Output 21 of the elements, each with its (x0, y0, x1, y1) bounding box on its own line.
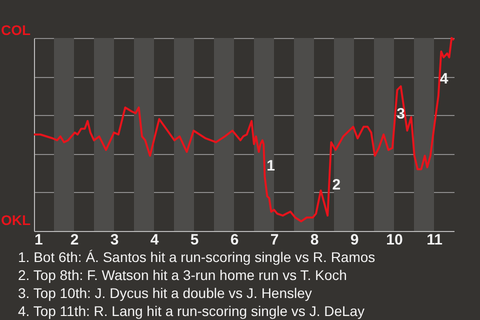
x-tick-label: 5 (190, 232, 199, 248)
text: COL (1, 22, 31, 38)
text: 3. Top 10th: J. Dycus hit a double vs J. Hensley (18, 284, 313, 302)
text: 1. Bot 6th: Á. Santos hit a run-scoring single vs R. Ramos (18, 248, 376, 266)
annotation: 1 (266, 157, 275, 174)
x-tick-label: 6 (230, 232, 239, 248)
x-tick-label: 2 (70, 232, 79, 248)
x-tick-label: 10 (386, 232, 403, 248)
x-tick-label: 7 (270, 232, 279, 248)
x-tick-label: 11 (426, 232, 442, 248)
x-tick-label: 1 (34, 232, 43, 248)
x-tick-label: 9 (350, 232, 359, 248)
text: OKL (1, 212, 31, 228)
x-tick-label: 3 (110, 232, 119, 248)
text: 4. Top 11th: R. Lang hit a run-scoring single vs J. DeLay (18, 302, 366, 320)
text: 2. Top 8th: F. Watson hit a 3-run home run vs T. Koch (18, 266, 348, 284)
annotation: 2 (332, 176, 341, 194)
x-tick-label: 8 (310, 232, 319, 248)
x-tick-label: 4 (150, 232, 160, 248)
annotation: 3 (396, 105, 405, 122)
annotation: 4 (440, 70, 449, 88)
